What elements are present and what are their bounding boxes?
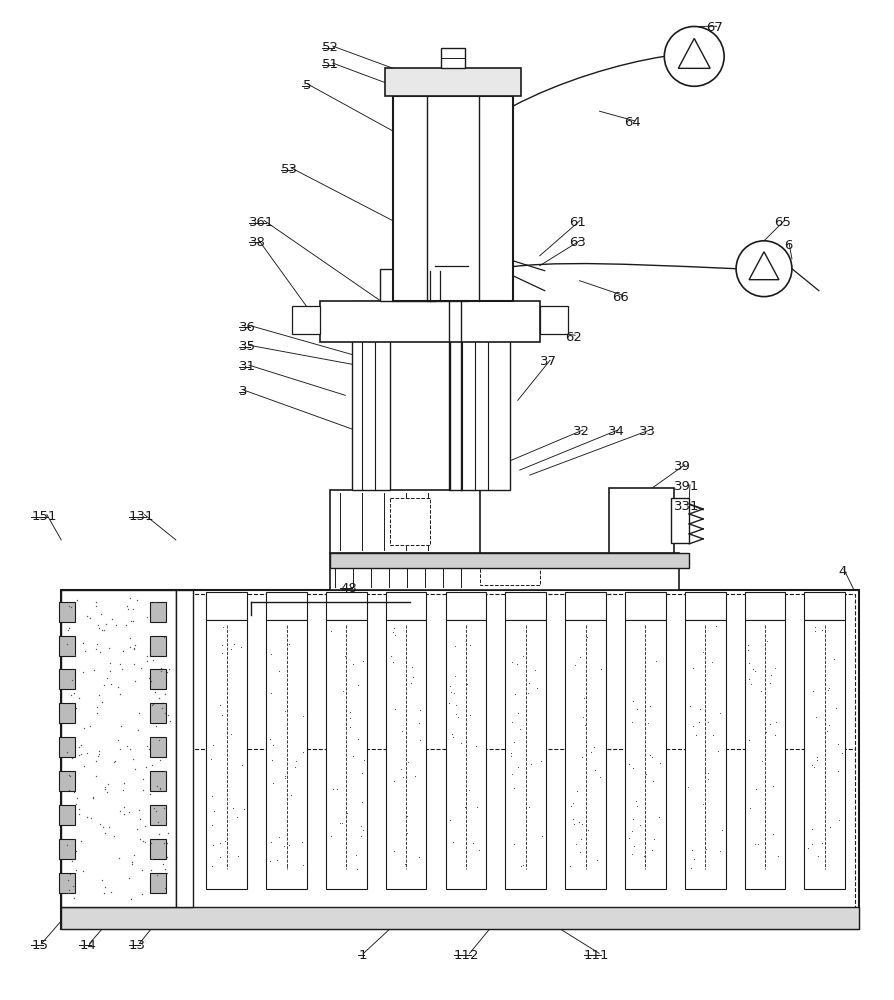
Text: 3: 3	[239, 385, 247, 398]
Bar	[685, 620, 726, 889]
Bar	[331, 490, 480, 553]
Bar	[150, 602, 166, 622]
Bar	[565, 620, 606, 889]
Text: 6: 6	[784, 239, 792, 252]
Text: 37: 37	[540, 355, 557, 368]
Text: 391: 391	[674, 480, 700, 493]
Bar	[59, 737, 75, 757]
Text: 53: 53	[281, 163, 298, 176]
Text: 48: 48	[341, 582, 357, 595]
Bar	[435, 261, 463, 296]
Bar	[150, 839, 166, 859]
Bar	[150, 636, 166, 656]
Bar	[441, 48, 465, 68]
Bar	[393, 96, 513, 301]
Bar	[150, 771, 166, 791]
Text: 31: 31	[239, 360, 256, 373]
Bar	[390, 498, 430, 545]
Bar	[150, 805, 166, 825]
Bar	[745, 592, 785, 620]
Bar	[61, 590, 859, 929]
Bar	[59, 873, 75, 893]
Text: 61: 61	[569, 216, 586, 229]
Bar	[59, 839, 75, 859]
Bar	[540, 306, 568, 334]
Text: 112: 112	[454, 949, 479, 962]
Bar	[176, 590, 193, 907]
Bar	[320, 301, 540, 342]
Bar	[625, 592, 666, 620]
Text: 51: 51	[323, 58, 340, 71]
Bar	[331, 553, 679, 590]
Bar	[505, 592, 546, 620]
Text: 36: 36	[239, 321, 256, 334]
Bar	[331, 553, 689, 568]
Bar	[150, 703, 166, 723]
Text: 35: 35	[239, 340, 256, 353]
Bar	[326, 592, 367, 620]
Bar	[59, 636, 75, 656]
Text: 331: 331	[674, 500, 700, 513]
Bar	[685, 592, 726, 620]
Text: 66: 66	[612, 291, 629, 304]
Bar	[292, 306, 320, 334]
Bar	[610, 488, 674, 553]
Bar	[386, 620, 426, 889]
Bar	[59, 703, 75, 723]
Text: 67: 67	[706, 21, 723, 34]
Bar	[61, 907, 859, 929]
Bar	[625, 620, 666, 889]
Bar	[207, 620, 247, 889]
Bar	[59, 771, 75, 791]
Text: 63: 63	[569, 236, 586, 249]
Bar	[65, 594, 855, 925]
Bar	[207, 592, 247, 620]
Text: 4: 4	[839, 565, 848, 578]
Text: 151: 151	[31, 510, 57, 523]
Text: 65: 65	[774, 216, 791, 229]
Bar	[430, 256, 468, 301]
Text: 14: 14	[80, 939, 96, 952]
Bar	[150, 873, 166, 893]
Bar	[59, 669, 75, 689]
Text: 52: 52	[323, 41, 340, 54]
Bar	[450, 301, 510, 490]
Text: 33: 33	[639, 425, 656, 438]
Bar	[565, 592, 606, 620]
Bar	[266, 592, 307, 620]
Bar	[745, 620, 785, 889]
Bar	[805, 620, 845, 889]
Text: 5: 5	[302, 79, 311, 92]
Text: 64: 64	[624, 116, 641, 129]
Bar	[505, 620, 546, 889]
Text: 361: 361	[249, 216, 274, 229]
Bar	[385, 68, 521, 96]
Bar	[266, 620, 307, 889]
Bar	[445, 620, 486, 889]
Text: 39: 39	[674, 460, 691, 473]
Bar	[380, 269, 435, 301]
Text: 15: 15	[31, 939, 48, 952]
Bar	[480, 558, 540, 585]
Bar	[386, 592, 426, 620]
Text: 34: 34	[608, 425, 624, 438]
Text: 1: 1	[358, 949, 367, 962]
Text: 13: 13	[129, 939, 146, 952]
Bar	[59, 602, 75, 622]
Bar	[326, 620, 367, 889]
Bar	[352, 301, 390, 490]
Bar	[61, 590, 176, 907]
Bar	[805, 592, 845, 620]
Text: 62: 62	[565, 331, 581, 344]
Text: 38: 38	[249, 236, 266, 249]
Text: 111: 111	[584, 949, 609, 962]
Bar	[671, 498, 689, 543]
Bar	[150, 737, 166, 757]
Bar	[150, 669, 166, 689]
Text: 32: 32	[573, 425, 590, 438]
Bar	[445, 592, 486, 620]
Bar	[59, 805, 75, 825]
Text: 131: 131	[129, 510, 155, 523]
